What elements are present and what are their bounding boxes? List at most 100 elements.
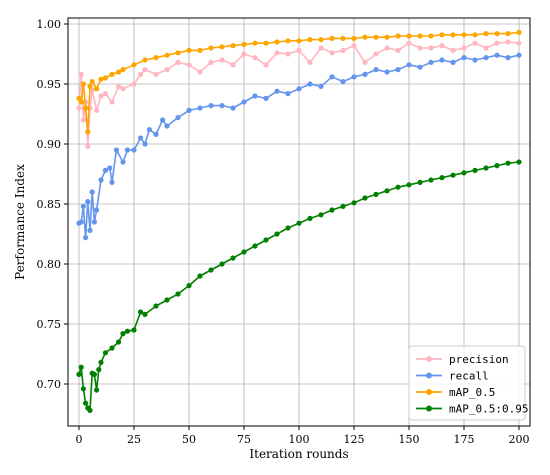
data-point (285, 91, 291, 97)
data-point (85, 199, 91, 205)
data-point (340, 203, 346, 209)
y-tick-label: 0.90 (37, 138, 62, 151)
data-point (219, 103, 225, 109)
data-point (131, 81, 137, 87)
data-point (208, 59, 214, 65)
data-point (483, 55, 489, 61)
data-point (219, 261, 225, 267)
x-axis-label: Iteration rounds (249, 447, 348, 461)
data-point (153, 303, 159, 309)
data-point (307, 81, 313, 87)
data-point (83, 105, 89, 111)
data-point (472, 57, 478, 63)
data-point (483, 30, 489, 37)
data-point (116, 69, 122, 75)
data-point (417, 179, 423, 185)
data-point (340, 47, 346, 54)
data-point (164, 123, 170, 129)
data-point (153, 131, 159, 137)
data-point (373, 34, 379, 40)
data-point (494, 30, 500, 37)
data-point (102, 167, 108, 173)
x-tick-label: 0 (76, 433, 83, 446)
data-point (146, 127, 152, 133)
data-point (417, 64, 423, 70)
data-point (406, 62, 412, 68)
data-point (102, 75, 108, 81)
data-point (318, 83, 324, 89)
data-point (428, 33, 434, 39)
data-point (138, 135, 144, 141)
data-point (516, 159, 522, 165)
data-point (153, 55, 159, 61)
legend-label: mAP_0.5 (449, 386, 495, 399)
data-point (175, 59, 181, 65)
legend-marker (426, 372, 432, 379)
data-point (142, 67, 148, 73)
data-point (98, 93, 104, 99)
data-point (89, 79, 95, 85)
data-point (120, 86, 126, 92)
data-point (373, 67, 379, 73)
x-tick-label: 25 (127, 433, 141, 446)
data-point (80, 386, 86, 392)
data-point (274, 39, 280, 45)
legend-label: recall (449, 370, 489, 383)
data-point (186, 47, 192, 54)
y-tick-label: 0.85 (37, 198, 62, 211)
data-point (230, 255, 236, 261)
data-point (494, 52, 500, 58)
data-point (263, 62, 269, 68)
data-point (285, 225, 291, 231)
legend-marker (426, 356, 432, 362)
data-point (186, 62, 192, 68)
data-point (186, 107, 192, 113)
data-point (131, 147, 137, 153)
data-point (285, 51, 291, 57)
data-point (494, 163, 500, 169)
data-point (230, 62, 236, 68)
data-point (351, 74, 357, 80)
data-point (505, 30, 511, 37)
data-point (131, 327, 137, 333)
data-point (94, 207, 100, 213)
x-tick-label: 50 (182, 433, 196, 446)
data-point (102, 350, 108, 356)
series-layer (76, 29, 522, 413)
data-point (351, 200, 357, 206)
data-point (138, 309, 144, 315)
data-point (450, 59, 456, 65)
data-point (351, 43, 357, 49)
data-point (340, 79, 346, 85)
data-point (428, 177, 434, 183)
data-point (461, 55, 467, 61)
data-point (483, 165, 489, 171)
data-point (94, 387, 100, 393)
data-point (109, 71, 115, 77)
data-point (208, 45, 214, 51)
data-point (307, 59, 313, 65)
data-point (113, 147, 119, 153)
data-point (87, 227, 93, 233)
y-tick-label: 1.00 (37, 18, 62, 31)
data-point (87, 407, 93, 413)
data-point (318, 37, 324, 43)
data-point (252, 55, 258, 61)
data-point (263, 237, 269, 243)
data-point (439, 32, 445, 38)
legend-box (408, 345, 526, 421)
data-point (329, 74, 335, 80)
data-point (252, 243, 258, 249)
data-point (417, 33, 423, 39)
data-point (175, 115, 181, 121)
data-point (116, 339, 122, 345)
data-point (395, 67, 401, 73)
data-point (96, 367, 102, 373)
data-point (351, 35, 357, 42)
data-point (197, 105, 203, 111)
data-point (494, 40, 500, 46)
data-point (472, 32, 478, 38)
axis-ticks: 0 25 50 75 100 125 150 175 200 0.70 0.75 0.80 0.85 0.… (37, 18, 530, 446)
data-point (197, 273, 203, 279)
